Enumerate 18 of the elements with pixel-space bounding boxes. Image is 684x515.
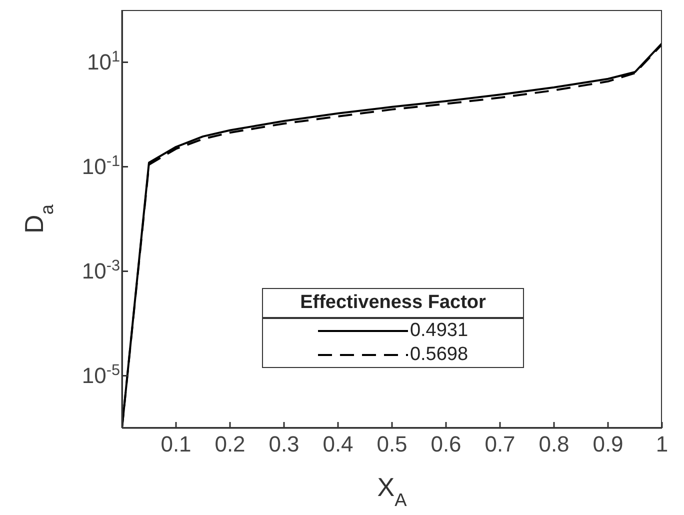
x-tick-label: 1	[656, 432, 668, 457]
x-axis-title: X$_{A}$	[377, 472, 408, 510]
x-tick-label: 0.4	[322, 432, 354, 457]
y-tick-label: 10$^{-1}$	[82, 152, 120, 179]
legend-title: Effectiveness Factor	[300, 292, 486, 313]
y-tick-label: 10$^{-5}$	[82, 361, 120, 388]
y-tick-label: 10$^{-3}$	[82, 256, 120, 284]
x-tick-label: 0.3	[268, 432, 300, 457]
x-tick-label: 0.2	[214, 432, 246, 457]
legend-label: 0.4931	[410, 320, 468, 342]
y-tick-label: 10$^{1}$	[86, 48, 120, 74]
x-tick-label: 0.8	[538, 432, 570, 457]
x-tick-label: 0.7	[484, 432, 516, 457]
x-tick-label: 0.1	[160, 432, 192, 457]
x-tick-label: 0.9	[592, 432, 624, 457]
legend-label: 0.5698	[410, 344, 468, 366]
x-tick-label: 0.6	[430, 432, 462, 457]
x-tick-label: 0.5	[376, 432, 408, 457]
